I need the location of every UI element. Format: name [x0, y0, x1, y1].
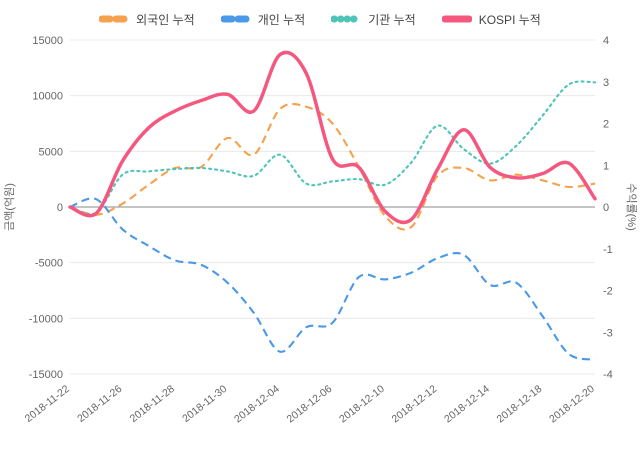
y-left-tick-label: 15000 [32, 35, 63, 47]
y-right-tick-label: -2 [603, 286, 613, 298]
y-right-tick-label: 0 [603, 202, 609, 214]
y-right-tick-label: -1 [603, 244, 613, 256]
y-right-tick-label: 3 [603, 77, 609, 89]
legend-swatch-foreigner-icon [99, 15, 130, 23]
legend-label-foreigner: 외국인 누적 [136, 12, 195, 27]
y-left-tick-label: 10000 [32, 91, 63, 103]
chart-canvas: 15000 10000 5000 0 -5000 -10000 -15000 4 3 2 1 0 -1 -… [3, 35, 638, 426]
legend-swatch-individual-icon [220, 15, 251, 23]
x-tick-label: 2018-11-30 [180, 383, 229, 425]
y-right-tick-label: 1 [603, 160, 609, 172]
x-tick-label: 2018-12-10 [337, 383, 387, 426]
x-tick-label: 2018-12-12 [390, 383, 440, 426]
y-left-tick-label: -5000 [35, 258, 63, 270]
legend-item-individual[interactable]: 개인 누적 [220, 11, 306, 28]
x-tick-label: 2018-12-14 [442, 383, 492, 426]
y-left-axis-title: 금액(억원) [3, 183, 16, 231]
series-line-0 [69, 102, 596, 231]
x-tick-label: 2018-12-18 [495, 383, 545, 426]
x-tick-label: 2018-11-26 [75, 383, 124, 425]
legend-label-kospi: KOSPI 누적 [478, 12, 541, 27]
y-right-tick-label: -3 [603, 327, 613, 339]
y-left-tick-label: -10000 [29, 313, 63, 325]
series-line-2 [68, 80, 597, 216]
legend-swatch-institution-icon [331, 15, 362, 23]
chart-legend: 외국인 누적 개인 누적 기관 누적 KOSPI 누적 [0, 0, 640, 30]
legend-label-individual: 개인 누적 [257, 12, 306, 27]
legend-item-institution[interactable]: 기관 누적 [331, 11, 416, 28]
y-left-tick-label: 0 [57, 202, 63, 214]
legend-item-kospi[interactable]: KOSPI 누적 [441, 11, 541, 28]
legend-swatch-kospi-icon [441, 15, 472, 23]
x-tick-label: 2018-11-28 [128, 383, 177, 425]
x-tick-label: 2018-12-04 [232, 383, 282, 426]
y-right-tick-label: 2 [603, 119, 609, 131]
series-line-1 [69, 197, 596, 361]
y-right-axis-title: 수익률(%) [625, 183, 638, 230]
legend-item-foreigner[interactable]: 외국인 누적 [99, 11, 195, 28]
y-right-tick-label: 4 [603, 35, 609, 47]
y-left-tick-label: -15000 [29, 369, 63, 381]
x-tick-label: 2018-12-20 [547, 383, 597, 426]
y-left-tick-label: 5000 [39, 146, 63, 158]
series-line-3 [68, 50, 597, 225]
x-tick-label: 2018-11-22 [23, 383, 72, 425]
y-right-tick-label: -4 [603, 369, 613, 381]
legend-label-institution: 기관 누적 [368, 12, 416, 27]
x-tick-label: 2018-12-06 [285, 383, 335, 426]
